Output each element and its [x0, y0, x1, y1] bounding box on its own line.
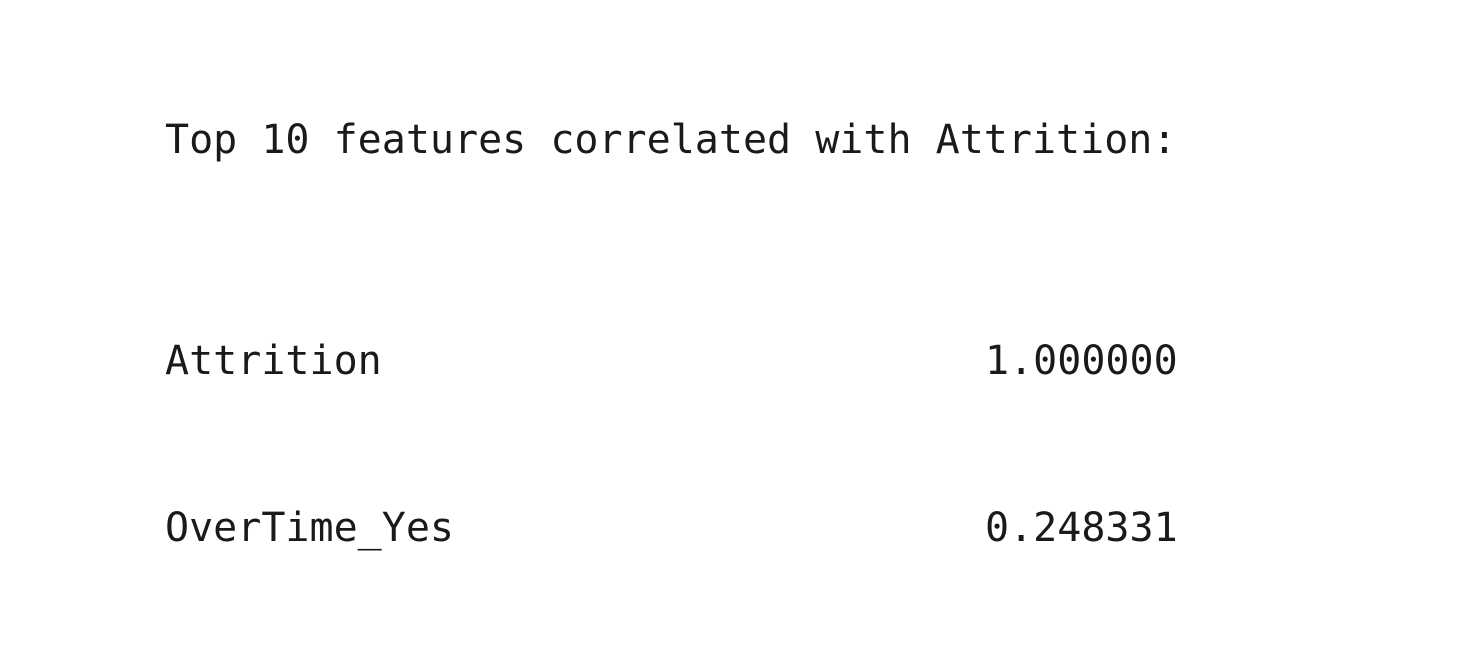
output-row: OverTime_Yes 0.248331 [165, 501, 1178, 556]
correlation-value: 1.000000 [985, 338, 1178, 385]
feature-name: OverTime_Yes [165, 504, 454, 551]
correlation-value: 0.248331 [985, 504, 1178, 551]
output-text: Top 10 features correlated with Attritio… [165, 2, 1178, 653]
feature-name: Attrition [165, 338, 382, 385]
output-header: Top 10 features correlated with Attritio… [165, 116, 1177, 163]
output-row: Attrition 1.000000 [165, 334, 1178, 389]
